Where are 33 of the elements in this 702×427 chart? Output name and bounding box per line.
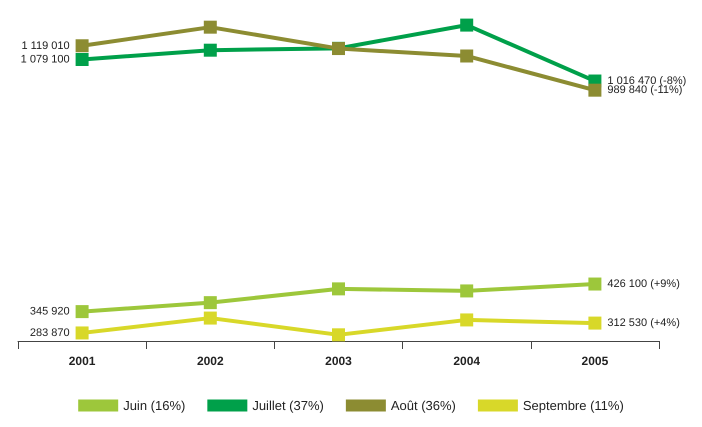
point — [460, 284, 474, 298]
x-tick-label: 2004 — [453, 354, 480, 368]
point — [76, 305, 89, 318]
point — [460, 313, 474, 326]
point — [204, 296, 217, 310]
point — [460, 49, 474, 62]
x-tick-label: 2005 — [582, 354, 609, 368]
point — [588, 278, 602, 291]
x-tick-label: 2002 — [196, 354, 224, 368]
point — [332, 328, 345, 342]
point — [588, 84, 602, 97]
point — [76, 326, 89, 340]
data-label: 426 100 (+9%) — [607, 278, 680, 290]
x-tick-label: 2001 — [68, 354, 96, 368]
legend-label: Juillet (37%) — [252, 398, 324, 413]
point — [588, 316, 602, 330]
legend-label: Juin (16%) — [123, 398, 186, 413]
point — [204, 44, 217, 57]
data-label: 1 119 010 — [21, 40, 70, 52]
legend-label: Août (36%) — [390, 398, 456, 413]
point — [76, 39, 89, 52]
point — [76, 52, 89, 66]
data-label: 989 840 (-11%) — [607, 84, 682, 96]
data-label: 345 920 — [30, 306, 70, 318]
legend-label: Septembre (11%) — [522, 398, 624, 413]
data-label: 1 079 100 — [20, 53, 70, 66]
data-label: 312 530 (+4%) — [607, 317, 680, 330]
x-tick-label: 2003 — [325, 354, 352, 368]
point — [460, 18, 474, 32]
point — [204, 312, 217, 325]
data-label: 283 870 — [30, 326, 70, 339]
point — [332, 282, 345, 296]
point — [204, 20, 217, 34]
